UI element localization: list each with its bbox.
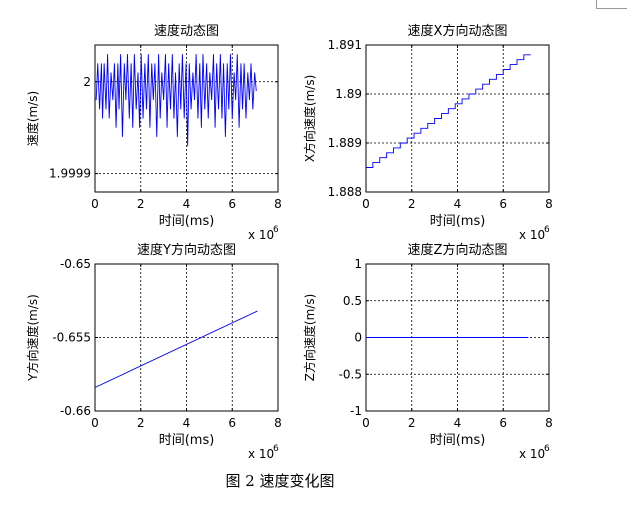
series-line: [94, 310, 258, 388]
x-exponent-label: x 10: [248, 447, 274, 461]
x-exponent-label: x 10: [519, 228, 545, 242]
x-exponent-power: 6: [544, 225, 550, 235]
x-tick-label: 2: [137, 197, 145, 211]
x-tick-label: 8: [274, 197, 282, 211]
x-tick-label: 0: [91, 416, 99, 430]
x-tick-label: 6: [228, 416, 236, 430]
x-axis-label: 时间(ms): [159, 214, 215, 229]
x-tick-label: 0: [91, 197, 99, 211]
y-tick-label: 1.889: [328, 136, 362, 150]
y-tick-label: -0.66: [60, 404, 91, 418]
y-tick-label: -0.5: [339, 367, 362, 381]
y-tick-label: 1: [354, 257, 362, 271]
x-tick-label: 6: [228, 197, 236, 211]
subplot-title: 速度Z方向动态图: [408, 242, 508, 258]
x-exponent-power: 6: [273, 225, 279, 235]
x-exponent-power: 6: [544, 444, 550, 454]
y-tick-label: -0.655: [52, 331, 91, 345]
x-tick-label: 8: [545, 416, 553, 430]
subplot-title: 速度X方向动态图: [408, 23, 508, 39]
y-axis-label: 速度(m/s): [25, 91, 40, 146]
y-tick-label: 1.9999: [49, 167, 91, 181]
window-corner-mark: [596, 0, 627, 9]
x-tick-label: 4: [183, 416, 191, 430]
x-tick-label: 2: [137, 416, 145, 430]
x-tick-label: 2: [408, 416, 416, 430]
x-tick-label: 4: [454, 197, 462, 211]
figure-caption: 图 2 速度变化图: [225, 472, 335, 490]
x-tick-label: 4: [454, 416, 462, 430]
x-exponent-power: 6: [273, 444, 279, 454]
y-axis-label: Z方向速度(m/s): [302, 294, 317, 382]
y-tick-label: -0.65: [60, 257, 91, 271]
subplot-title: 速度动态图: [154, 23, 219, 39]
y-axis-label: X方向速度(m/s): [302, 75, 317, 163]
series-line: [95, 54, 257, 147]
x-exponent-label: x 10: [248, 228, 274, 242]
y-tick-label: -1: [350, 404, 362, 418]
x-axis-label: 时间(ms): [430, 214, 486, 229]
x-axis-label: 时间(ms): [430, 433, 486, 448]
y-tick-label: 0.5: [343, 294, 362, 308]
x-tick-label: 8: [274, 416, 282, 430]
x-tick-label: 0: [362, 197, 370, 211]
x-tick-label: 6: [499, 416, 507, 430]
y-tick-label: 1.891: [328, 38, 362, 52]
x-tick-label: 6: [499, 197, 507, 211]
subplot-title: 速度Y方向动态图: [137, 242, 236, 258]
x-axis-label: 时间(ms): [159, 433, 215, 448]
x-tick-label: 2: [408, 197, 416, 211]
y-tick-label: 2: [83, 75, 91, 89]
y-tick-label: 1.89: [335, 87, 362, 101]
y-axis-label: Y方向速度(m/s): [25, 294, 40, 382]
x-tick-label: 0: [362, 416, 370, 430]
x-exponent-label: x 10: [519, 447, 545, 461]
x-tick-label: 8: [545, 197, 553, 211]
x-tick-label: 4: [183, 197, 191, 211]
y-tick-label: 0: [354, 331, 362, 345]
y-tick-label: 1.888: [328, 185, 362, 199]
series-line: [366, 54, 531, 168]
